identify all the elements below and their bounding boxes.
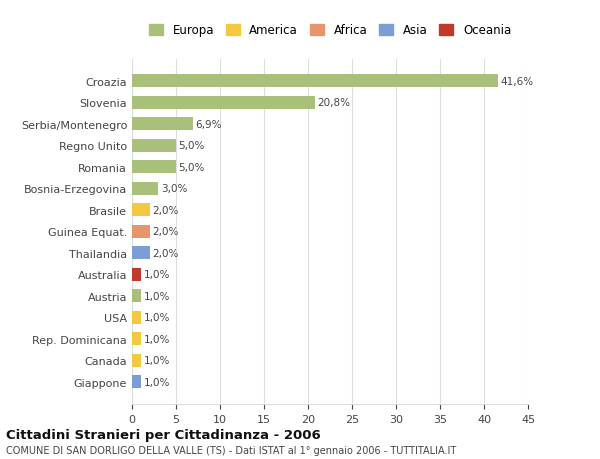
Text: 6,9%: 6,9% [196, 120, 222, 129]
Bar [132, 354, 141, 367]
Legend: Europa, America, Africa, Asia, Oceania: Europa, America, Africa, Asia, Oceania [145, 21, 515, 41]
Text: 20,8%: 20,8% [317, 98, 350, 108]
Bar [132, 75, 498, 88]
Text: 2,0%: 2,0% [152, 205, 179, 215]
Text: 1,0%: 1,0% [143, 355, 170, 365]
Bar [132, 268, 141, 281]
Bar [132, 290, 141, 302]
Text: 1,0%: 1,0% [143, 377, 170, 387]
Bar [132, 332, 141, 346]
Bar [132, 375, 141, 388]
Bar [132, 183, 158, 196]
Text: 1,0%: 1,0% [143, 313, 170, 323]
Text: 5,0%: 5,0% [179, 162, 205, 173]
Bar [132, 311, 141, 324]
Text: 1,0%: 1,0% [143, 334, 170, 344]
Text: 2,0%: 2,0% [152, 248, 179, 258]
Text: 5,0%: 5,0% [179, 141, 205, 151]
Bar [132, 247, 149, 260]
Text: 1,0%: 1,0% [143, 270, 170, 280]
Bar [132, 97, 315, 110]
Bar [132, 161, 176, 174]
Bar [132, 118, 193, 131]
Text: COMUNE DI SAN DORLIGO DELLA VALLE (TS) - Dati ISTAT al 1° gennaio 2006 - TUTTITA: COMUNE DI SAN DORLIGO DELLA VALLE (TS) -… [6, 446, 456, 455]
Bar [132, 204, 149, 217]
Text: Cittadini Stranieri per Cittadinanza - 2006: Cittadini Stranieri per Cittadinanza - 2… [6, 428, 321, 442]
Bar [132, 140, 176, 152]
Text: 3,0%: 3,0% [161, 184, 187, 194]
Bar [132, 225, 149, 238]
Text: 2,0%: 2,0% [152, 227, 179, 237]
Text: 41,6%: 41,6% [501, 77, 534, 87]
Text: 1,0%: 1,0% [143, 291, 170, 301]
